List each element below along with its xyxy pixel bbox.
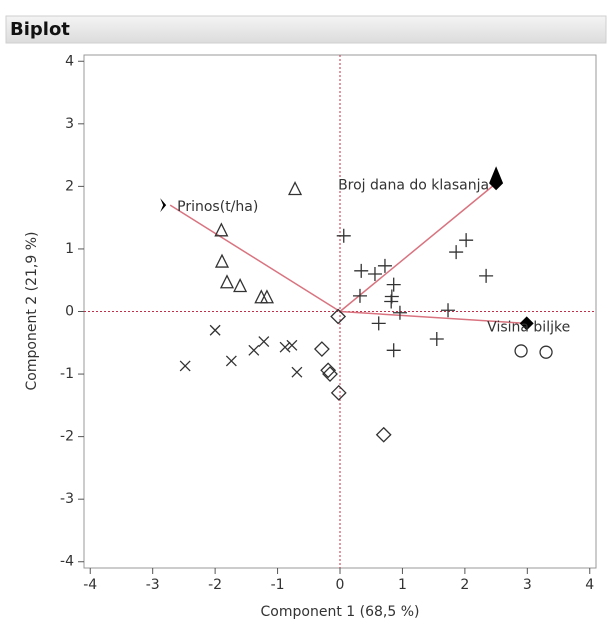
x-axis-label: Component 1 (68,5 %) [261,604,420,620]
point [248,344,260,356]
point [320,362,337,379]
point [233,278,248,293]
point [449,245,464,260]
point [179,360,191,372]
point [539,345,553,359]
x-tick-label: 1 [398,577,407,593]
x-tick-label: -3 [146,577,160,593]
point [219,274,235,289]
point [479,268,494,283]
y-tick-label: -3 [60,491,74,507]
point [259,289,274,304]
point [330,308,347,325]
x-tick-label: 3 [523,577,532,593]
y-tick-label: 4 [65,53,74,69]
header-bar [5,15,607,44]
point [384,294,399,309]
point [371,316,386,331]
point [225,355,237,367]
point [313,341,330,357]
x-tick-label: 4 [585,577,594,593]
point [258,336,270,347]
point [459,233,474,248]
point [336,228,351,243]
point [287,181,303,196]
y-tick-label: 0 [65,304,74,320]
y-axis-label: Component 2 (21,9 %) [24,232,40,391]
point [392,305,407,320]
vector-label: Prinos(t/ha) [177,199,258,215]
y-tick-label: 3 [65,116,74,132]
x-tick-label: 2 [460,577,469,593]
vector-label: Broj dana do klasanja [338,177,489,193]
loading-vector [169,204,341,313]
point [322,366,338,382]
y-tick-label: -2 [60,429,74,445]
point [441,303,456,318]
loading-tip [160,198,167,213]
point [367,266,382,281]
point [286,339,298,351]
y-tick-label: 2 [65,178,74,194]
point [291,366,303,378]
point [354,263,369,278]
point [214,253,230,268]
chart-title: Biplot [10,19,70,40]
point [386,277,401,292]
point [429,332,444,347]
point [377,258,392,273]
point [279,341,291,353]
point [330,384,347,401]
point [214,222,229,237]
loading-vector [339,310,527,325]
x-tick-label: -1 [271,577,285,593]
y-tick-label: 1 [65,241,74,257]
point [514,344,528,358]
x-tick-label: -4 [83,577,97,593]
vector-label: Visina biljke [487,319,570,335]
y-tick-label: -1 [60,366,74,382]
loading-tip [489,166,504,191]
x-tick-label: -2 [208,577,222,593]
point [209,324,221,336]
point [386,343,401,358]
loading-vector [339,182,497,313]
point [352,288,367,303]
point [375,426,392,443]
loading-tip [519,316,534,331]
x-tick-label: 0 [336,577,345,593]
y-tick-label: -4 [60,554,74,570]
